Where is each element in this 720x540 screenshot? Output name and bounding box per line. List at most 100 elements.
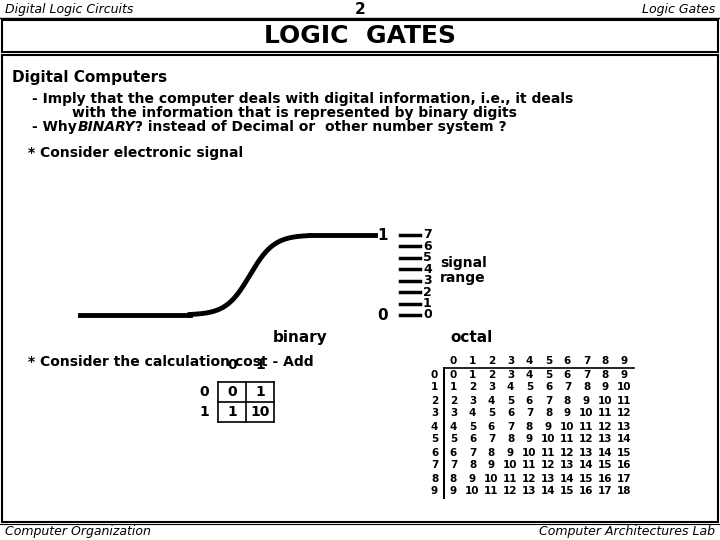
Text: 4: 4 (450, 422, 457, 431)
Text: 10: 10 (503, 461, 518, 470)
Text: 14: 14 (560, 474, 575, 483)
Text: 15: 15 (598, 461, 613, 470)
Text: 2: 2 (423, 286, 432, 299)
Text: 3: 3 (507, 356, 514, 366)
Text: 17: 17 (598, 487, 613, 496)
Text: 12: 12 (522, 474, 536, 483)
Text: Digital Logic Circuits: Digital Logic Circuits (5, 3, 133, 17)
Text: 9: 9 (621, 369, 628, 380)
Text: 10: 10 (617, 382, 631, 393)
Text: 4: 4 (469, 408, 476, 418)
Text: 12: 12 (598, 422, 613, 431)
Text: 5: 5 (450, 435, 457, 444)
Text: 8: 8 (507, 435, 514, 444)
Text: 12: 12 (617, 408, 631, 418)
Text: 13: 13 (580, 448, 594, 457)
Text: 11: 11 (617, 395, 631, 406)
Text: 1: 1 (255, 385, 265, 399)
Text: * Consider electronic signal: * Consider electronic signal (28, 146, 243, 160)
Text: 9: 9 (469, 474, 476, 483)
Text: 9: 9 (450, 487, 457, 496)
Text: 2: 2 (469, 382, 476, 393)
Text: 6: 6 (564, 356, 571, 366)
Text: 17: 17 (617, 474, 632, 483)
Text: 4: 4 (423, 263, 432, 276)
Text: 3: 3 (488, 382, 495, 393)
Text: 1: 1 (227, 405, 237, 419)
Text: octal: octal (450, 330, 492, 345)
Text: 0: 0 (450, 356, 457, 366)
Text: with the information that is represented by binary digits: with the information that is represented… (72, 106, 517, 120)
Text: 10: 10 (580, 408, 594, 418)
Text: 1: 1 (431, 382, 438, 393)
Text: 11: 11 (541, 448, 556, 457)
Text: 7: 7 (488, 435, 495, 444)
Text: 1: 1 (255, 358, 265, 372)
Text: LOGIC  GATES: LOGIC GATES (264, 24, 456, 48)
Text: 7: 7 (469, 448, 476, 457)
Text: 14: 14 (617, 435, 632, 444)
Text: 6: 6 (488, 422, 495, 431)
Text: 6: 6 (545, 382, 552, 393)
Text: 8: 8 (583, 382, 590, 393)
Text: 0: 0 (199, 385, 209, 399)
Text: binary: binary (273, 330, 328, 345)
Text: 9: 9 (545, 422, 552, 431)
Text: 7: 7 (545, 395, 552, 406)
Text: 9: 9 (431, 487, 438, 496)
Text: 12: 12 (580, 435, 594, 444)
Text: 9: 9 (488, 461, 495, 470)
Text: - Why: - Why (32, 120, 81, 134)
Text: 11: 11 (485, 487, 499, 496)
Text: 5: 5 (526, 382, 533, 393)
Text: 1: 1 (469, 356, 476, 366)
Text: 9: 9 (621, 356, 628, 366)
Text: 13: 13 (598, 435, 613, 444)
Text: 9: 9 (526, 435, 533, 444)
Text: 10: 10 (465, 487, 480, 496)
Text: 14: 14 (579, 461, 594, 470)
Text: Computer Organization: Computer Organization (5, 525, 151, 538)
Text: 9: 9 (507, 448, 514, 457)
Text: 3: 3 (507, 369, 514, 380)
Text: 8: 8 (431, 474, 438, 483)
Text: 5: 5 (423, 251, 432, 265)
Text: 2: 2 (488, 356, 495, 366)
Text: 14: 14 (598, 448, 613, 457)
Text: 7: 7 (582, 356, 590, 366)
Text: 11: 11 (503, 474, 518, 483)
Text: 8: 8 (469, 461, 476, 470)
Text: 12: 12 (503, 487, 518, 496)
Text: 13: 13 (522, 487, 536, 496)
Text: 5: 5 (488, 408, 495, 418)
Text: 1: 1 (450, 382, 457, 393)
Text: 11: 11 (560, 435, 575, 444)
Text: 8: 8 (526, 422, 533, 431)
Text: 5: 5 (545, 356, 552, 366)
Text: 9: 9 (583, 395, 590, 406)
Text: 15: 15 (580, 474, 594, 483)
Text: 8: 8 (545, 408, 552, 418)
Text: 12: 12 (560, 448, 575, 457)
Text: 2: 2 (488, 369, 495, 380)
Text: 2: 2 (450, 395, 457, 406)
Text: 0: 0 (377, 307, 387, 322)
Text: 11: 11 (522, 461, 536, 470)
Text: 7: 7 (564, 382, 571, 393)
Text: 5: 5 (431, 435, 438, 444)
Text: 7: 7 (582, 369, 590, 380)
Text: 0: 0 (431, 369, 438, 380)
Text: 5: 5 (545, 369, 552, 380)
Text: 13: 13 (617, 422, 631, 431)
Text: 6: 6 (450, 448, 457, 457)
Text: 1: 1 (469, 369, 476, 380)
Text: 2: 2 (431, 395, 438, 406)
Text: 5: 5 (469, 422, 476, 431)
Text: signal: signal (440, 256, 487, 270)
Bar (2, 20, 718, 52)
Text: - Imply that the computer deals with digital information, i.e., it deals: - Imply that the computer deals with dig… (32, 92, 573, 106)
Text: 6: 6 (431, 448, 438, 457)
Text: 16: 16 (580, 487, 594, 496)
Text: 3: 3 (469, 395, 476, 406)
Text: 9: 9 (602, 382, 609, 393)
